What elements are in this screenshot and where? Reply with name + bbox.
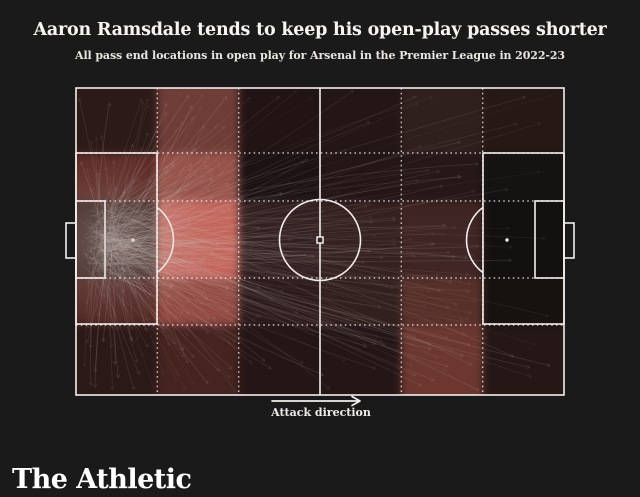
attack-direction-arrow-icon: [271, 395, 361, 407]
heat-zone: [482, 325, 564, 395]
heat-zone: [157, 325, 239, 395]
heat-zone: [157, 201, 239, 278]
heat-zone: [482, 88, 564, 153]
heat-zone: [238, 153, 320, 201]
heat-zone: [76, 325, 158, 395]
chart-subtitle: All pass end locations in open play for …: [75, 49, 565, 62]
heat-zone: [482, 201, 564, 278]
heat-zone: [401, 325, 483, 395]
attack-direction-label: Attack direction: [271, 406, 371, 419]
heat-zone: [76, 88, 158, 153]
chart-title: Aaron Ramsdale tends to keep his open-pl…: [33, 20, 607, 40]
heat-zone: [157, 153, 239, 201]
heat-zone: [401, 278, 483, 325]
heat-zone: [320, 278, 402, 325]
zone-grid-dotted-lines: [76, 88, 564, 395]
heat-zone: [401, 153, 483, 201]
heat-zone: [320, 325, 402, 395]
heat-zone: [157, 278, 239, 325]
heat-zone: [320, 153, 402, 201]
heat-zone: [157, 88, 239, 153]
heat-zone: [482, 278, 564, 325]
heatmap-zones: [76, 88, 564, 395]
heat-zone: [238, 325, 320, 395]
heat-zone: [320, 88, 402, 153]
pass-lines-overlay: [77, 89, 552, 394]
heat-zone: [401, 88, 483, 153]
heat-zone: [76, 201, 158, 278]
heat-zone: [401, 201, 483, 278]
heat-zone: [76, 278, 158, 325]
heat-zone: [238, 278, 320, 325]
heat-zone: [482, 153, 564, 201]
heat-zone: [238, 88, 320, 153]
heat-zone: [76, 153, 158, 201]
the-athletic-logo: The Athletic: [12, 464, 192, 495]
